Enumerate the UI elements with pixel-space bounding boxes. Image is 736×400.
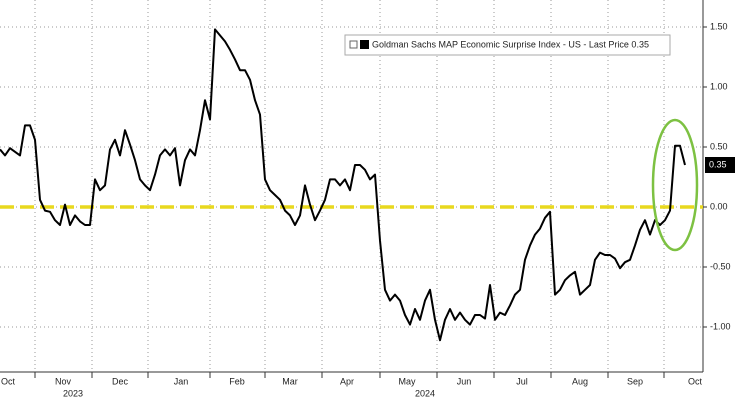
x-tick-label: Jun — [457, 376, 472, 386]
y-tick-label: -1.00 — [710, 321, 731, 331]
y-tick-label: 0.50 — [710, 141, 728, 151]
x-tick-label: Sep — [627, 376, 643, 386]
last-price-label: 0.35 — [709, 159, 727, 169]
legend-label: Goldman Sachs MAP Economic Surprise Inde… — [372, 39, 649, 49]
x-tick-label: Dec — [112, 376, 129, 386]
last-price-box — [705, 157, 735, 173]
legend-box — [344, 34, 671, 56]
y-tick-label: 0.00 — [710, 201, 728, 211]
highlight-ellipse — [651, 118, 699, 252]
x-tick-label: Oct — [1, 376, 16, 386]
x-tick-label: Feb — [229, 376, 245, 386]
x-tick-label: Jul — [516, 376, 528, 386]
year-label: 2023 — [63, 388, 83, 398]
line-series — [0, 28, 686, 342]
y-tick-label: 1.50 — [710, 21, 728, 31]
x-tick-label: Oct — [688, 376, 703, 386]
legend-swatch — [360, 40, 369, 49]
x-tick-label: May — [398, 376, 416, 386]
legend-icon-outline — [349, 40, 358, 49]
y-tick-label: -0.50 — [710, 261, 731, 271]
x-tick-label: Jan — [174, 376, 189, 386]
x-tick-label: Aug — [572, 376, 588, 386]
year-label: 2024 — [415, 388, 435, 398]
x-tick-label: Apr — [340, 376, 354, 386]
x-tick-label: Mar — [282, 376, 298, 386]
x-tick-label: Nov — [55, 376, 72, 386]
y-tick-label: 1.00 — [710, 81, 728, 91]
